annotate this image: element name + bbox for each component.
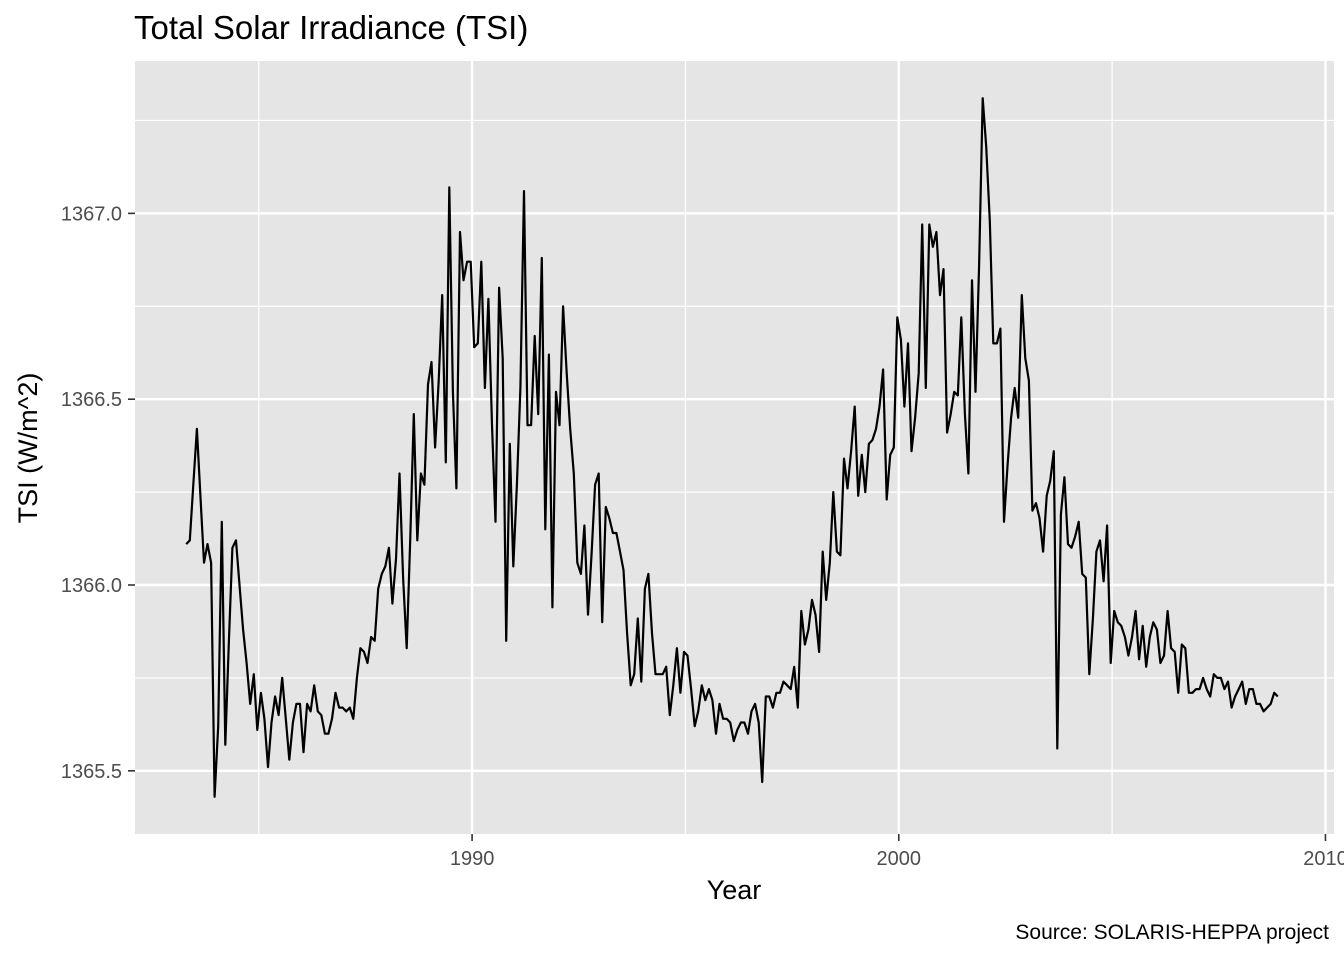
source-caption: Source: SOLARIS-HEPPA project: [1015, 921, 1329, 944]
y-tick-label: 1367.0: [61, 203, 122, 225]
tsi-series-line: [185, 97, 1279, 798]
plot-panel: [135, 61, 1334, 834]
y-tick-label: 1366.0: [61, 575, 122, 597]
x-tick-label: 1990: [450, 848, 495, 870]
chart-title: Total Solar Irradiance (TSI): [134, 9, 528, 46]
y-tick-label: 1366.5: [61, 389, 122, 411]
y-axis-title: TSI (W/m^2): [13, 373, 43, 524]
x-tick-label: 2010: [1303, 848, 1344, 870]
x-axis-title: Year: [707, 875, 762, 905]
x-tick-label: 2000: [877, 848, 922, 870]
major-gridlines: [135, 61, 1334, 834]
y-axis: 1365.5 1366.0 1366.5 1367.0: [61, 203, 135, 783]
y-tick-label: 1365.5: [61, 761, 122, 783]
minor-gridlines: [135, 61, 1334, 834]
x-axis: 1990 2000 2010: [450, 834, 1344, 870]
